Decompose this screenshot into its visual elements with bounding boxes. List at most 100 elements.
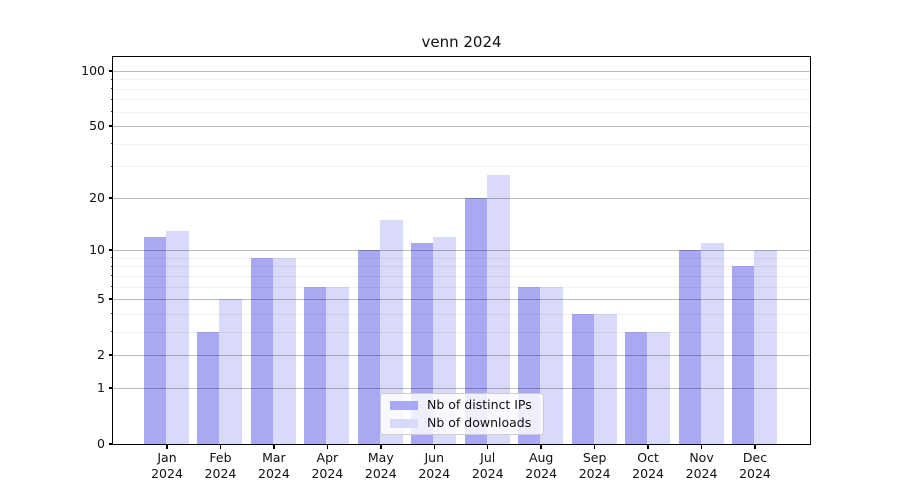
x-tick-mark bbox=[380, 444, 382, 449]
gridline-major bbox=[113, 70, 810, 72]
legend-entry-downloads: Nb of downloads bbox=[390, 416, 535, 430]
bar-nb-of-downloads bbox=[593, 313, 617, 444]
x-axis-tick-label: Aug 2024 bbox=[525, 450, 558, 481]
bar-nb-of-downloads bbox=[540, 286, 564, 444]
y-axis-tick-label: 100 bbox=[81, 62, 105, 78]
x-axis-tick-label: Jul 2024 bbox=[471, 450, 504, 481]
y-minor-tick-mark bbox=[110, 78, 113, 80]
chart-title: venn 2024 bbox=[421, 33, 502, 51]
gridline-minor bbox=[113, 286, 810, 288]
x-tick-mark bbox=[219, 444, 222, 449]
x-tick-mark bbox=[166, 444, 168, 449]
x-tick-mark bbox=[540, 444, 542, 449]
bar-nb-of-distinct-ips bbox=[250, 257, 273, 444]
bar-nb-of-downloads bbox=[379, 219, 403, 444]
legend-swatch-distinct-ips bbox=[390, 400, 418, 410]
gridline-minor bbox=[113, 111, 810, 113]
legend-entry-distinct-ips: Nb of distinct IPs bbox=[390, 398, 535, 412]
bar-nb-of-distinct-ips bbox=[464, 197, 487, 444]
gridline-minor bbox=[113, 166, 810, 168]
y-minor-tick-mark bbox=[110, 165, 113, 167]
y-tick-mark bbox=[108, 70, 113, 72]
x-tick-mark bbox=[433, 444, 435, 449]
gridline-minor bbox=[113, 313, 810, 315]
gridline-minor bbox=[113, 266, 810, 268]
y-axis-tick-label: 50 bbox=[89, 118, 105, 134]
x-tick-mark bbox=[647, 444, 649, 449]
gridline-major bbox=[113, 387, 810, 389]
y-minor-tick-mark bbox=[110, 286, 113, 288]
y-minor-tick-mark bbox=[110, 98, 113, 100]
y-axis-tick-label: 1 bbox=[97, 379, 105, 395]
bar-nb-of-distinct-ips bbox=[357, 250, 380, 444]
bar-nb-of-distinct-ips bbox=[304, 286, 327, 444]
x-tick-mark bbox=[593, 444, 596, 449]
y-tick-mark bbox=[108, 249, 113, 251]
y-tick-mark bbox=[108, 354, 113, 356]
x-tick-mark bbox=[754, 444, 756, 449]
gridline-minor bbox=[113, 143, 810, 145]
x-tick-mark bbox=[487, 444, 489, 449]
legend-label-distinct-ips: Nb of distinct IPs bbox=[427, 397, 532, 412]
x-axis-tick-label: Feb 2024 bbox=[204, 450, 237, 481]
bar-nb-of-distinct-ips bbox=[197, 331, 220, 444]
x-axis-tick-label: May 2024 bbox=[364, 450, 397, 481]
gridline-minor bbox=[113, 275, 810, 277]
bar-nb-of-distinct-ips bbox=[571, 313, 594, 444]
y-axis-tick-label: 0 bbox=[97, 436, 105, 451]
y-minor-tick-mark bbox=[110, 265, 113, 267]
y-minor-tick-mark bbox=[110, 331, 113, 333]
y-tick-mark bbox=[108, 387, 113, 389]
bar-nb-of-downloads bbox=[647, 331, 671, 444]
bar-nb-of-distinct-ips bbox=[731, 266, 754, 444]
gridline-major bbox=[113, 299, 810, 301]
gridline-major bbox=[113, 197, 810, 199]
x-axis-tick-label: Mar 2024 bbox=[258, 450, 290, 481]
bar-nb-of-downloads bbox=[753, 250, 777, 444]
gridline-major bbox=[113, 250, 810, 252]
y-tick-mark bbox=[108, 443, 113, 445]
bar-nb-of-downloads bbox=[700, 243, 724, 444]
y-minor-tick-mark bbox=[110, 111, 113, 113]
y-minor-tick-mark bbox=[110, 143, 113, 145]
bar-nb-of-downloads bbox=[272, 257, 296, 444]
y-minor-tick-mark bbox=[110, 88, 113, 90]
bar-nb-of-downloads bbox=[219, 299, 243, 444]
x-tick-mark bbox=[326, 444, 329, 449]
bar-nb-of-downloads bbox=[326, 286, 350, 444]
x-axis-tick-label: Apr 2024 bbox=[311, 450, 344, 481]
bar-nb-of-downloads bbox=[166, 230, 189, 444]
x-axis-tick-label: Sep 2024 bbox=[578, 450, 611, 481]
gridline-minor bbox=[113, 88, 810, 90]
x-axis-tick-label: Jun 2024 bbox=[418, 450, 451, 481]
x-tick-mark bbox=[700, 444, 703, 449]
bar-nb-of-downloads bbox=[433, 236, 457, 444]
y-tick-mark bbox=[108, 125, 113, 127]
y-axis-tick-label: 5 bbox=[97, 291, 105, 307]
y-minor-tick-mark bbox=[110, 257, 113, 259]
x-axis-tick-label: Nov 2024 bbox=[685, 450, 718, 481]
gridline-minor bbox=[113, 257, 810, 259]
gridline-major bbox=[113, 126, 810, 128]
gridline-minor bbox=[113, 79, 810, 81]
bar-nb-of-distinct-ips bbox=[678, 250, 701, 444]
legend-label-downloads: Nb of downloads bbox=[427, 415, 532, 430]
x-axis-tick-label: Oct 2024 bbox=[632, 450, 664, 481]
y-axis-tick-label: 10 bbox=[89, 242, 105, 258]
y-axis-tick-label: 20 bbox=[89, 189, 105, 205]
bar-nb-of-distinct-ips bbox=[625, 331, 648, 444]
gridline-minor bbox=[113, 99, 810, 101]
y-tick-mark bbox=[108, 298, 113, 300]
y-minor-tick-mark bbox=[110, 275, 113, 277]
bar-nb-of-downloads bbox=[486, 174, 510, 444]
x-tick-mark bbox=[273, 444, 275, 449]
y-axis-tick-label: 2 bbox=[97, 347, 105, 363]
gridline-major bbox=[113, 355, 810, 357]
gridline-minor bbox=[113, 331, 810, 333]
y-tick-mark bbox=[108, 197, 113, 199]
x-axis-tick-label: Jan 2024 bbox=[151, 450, 183, 481]
y-minor-tick-mark bbox=[110, 313, 113, 315]
x-axis-tick-label: Dec 2024 bbox=[739, 450, 771, 481]
legend: Nb of distinct IPs Nb of downloads bbox=[380, 393, 544, 435]
